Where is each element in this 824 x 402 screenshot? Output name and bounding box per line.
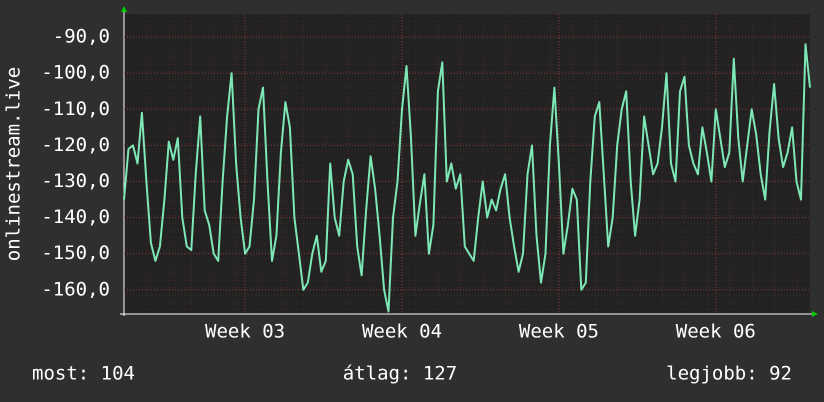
x-tick-label: Week 03	[205, 321, 285, 343]
x-tick-label: Week 05	[519, 321, 599, 343]
y-tick-label: -110,0	[41, 98, 110, 120]
axis-arrow	[812, 311, 818, 317]
y-axis-label: onlinestream.live	[3, 67, 25, 261]
y-tick-label: -140,0	[41, 206, 110, 228]
y-tick-label: -160,0	[41, 278, 110, 300]
y-tick-label: -150,0	[41, 242, 110, 264]
axis-arrow	[121, 6, 127, 12]
y-tick-label: -90,0	[53, 26, 110, 48]
y-tick-label: -130,0	[41, 170, 110, 192]
legend-item: legjobb: 92	[666, 363, 792, 385]
y-tick-label: -120,0	[41, 134, 110, 156]
minor-grid	[124, 14, 810, 314]
legend-item: átlag: 127	[343, 363, 457, 385]
legend-item: most: 104	[32, 363, 135, 385]
x-tick-label: Week 06	[676, 321, 756, 343]
x-tick-label: Week 04	[362, 321, 442, 343]
y-tick-label: -100,0	[41, 62, 110, 84]
data-line	[123, 43, 811, 313]
